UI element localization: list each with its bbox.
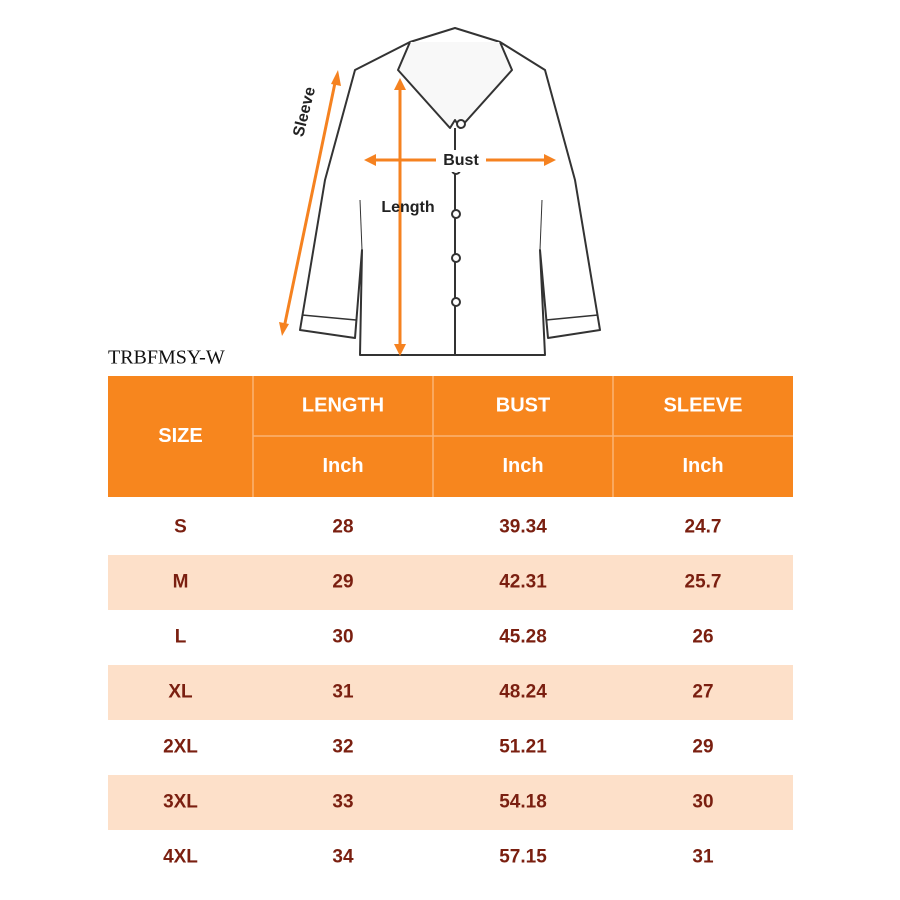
table-cell: 48.24 [499, 682, 547, 703]
bust-label: Bust [443, 152, 479, 169]
unit-label: Inch [322, 455, 363, 477]
table-cell: 31 [692, 847, 714, 868]
table-cell: 24.7 [685, 517, 722, 538]
table-cell: 32 [332, 737, 353, 758]
length-label: Length [381, 199, 434, 216]
table-cell: 57.15 [499, 847, 547, 868]
table-cell: 34 [332, 847, 354, 868]
table-cell: XL [168, 682, 193, 703]
table-cell: 27 [692, 682, 713, 703]
table-cell: 26 [692, 627, 713, 648]
model-code: TRBFMSY-W [108, 347, 225, 369]
table-cell: 31 [332, 682, 354, 703]
row-stripe [108, 555, 793, 610]
measure-arrows [279, 70, 556, 356]
size-table: SIZE LENGTH BUST SLEEVE Inch Inch Inch S 28 39.34… [108, 376, 793, 868]
shirt-drawing [299, 27, 601, 356]
table-cell: 45.28 [499, 627, 547, 648]
table-cell: 4XL [163, 847, 198, 868]
table-cell: 25.7 [685, 572, 722, 593]
table-cell: 2XL [163, 737, 198, 758]
column-header: SLEEVE [664, 394, 743, 416]
table-cell: 29 [332, 572, 353, 593]
table-cell: M [173, 572, 189, 593]
table-cell: 51.21 [499, 737, 547, 758]
table-cell: 42.31 [499, 572, 547, 593]
column-header: BUST [496, 394, 550, 416]
table-cell: 54.18 [499, 792, 547, 813]
unit-label: Inch [502, 455, 543, 477]
row-stripe [108, 665, 793, 720]
table-cell: 30 [332, 627, 353, 648]
table-cell: S [174, 517, 187, 538]
table-cell: 39.34 [499, 517, 547, 538]
unit-label: Inch [682, 455, 723, 477]
table-cell: 30 [692, 792, 713, 813]
row-stripe [108, 775, 793, 830]
table-cell: 28 [332, 517, 353, 538]
column-header: LENGTH [302, 394, 384, 416]
table-cell: 33 [332, 792, 353, 813]
sleeve-label: Sleeve [290, 85, 319, 138]
table-cell: 3XL [163, 792, 198, 813]
table-cell: 29 [692, 737, 713, 758]
column-header: SIZE [158, 425, 202, 447]
table-cell: L [175, 627, 187, 648]
label-backdrop [436, 150, 486, 172]
